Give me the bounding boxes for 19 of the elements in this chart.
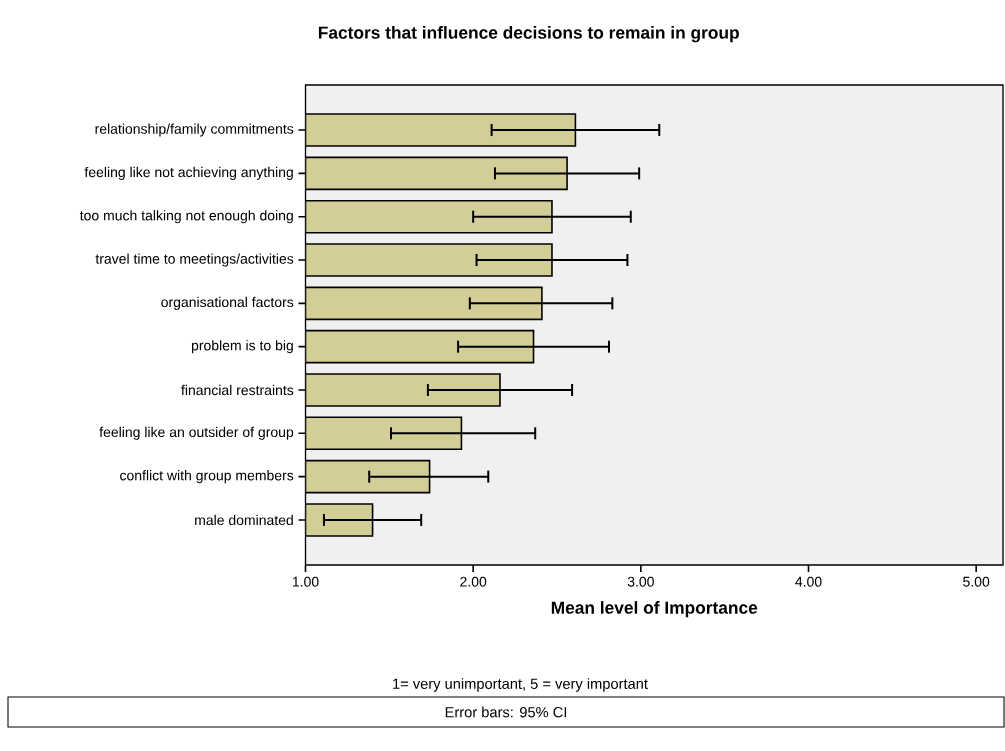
y-tick-label: travel time to meetings/activities	[95, 253, 294, 267]
x-tick-label: 4.00	[795, 576, 822, 587]
x-axis-title: Mean level of Importance	[551, 601, 758, 618]
x-tick-label: 1.00	[292, 576, 319, 587]
y-tick-label: feeling like an outsider of group	[99, 426, 294, 440]
x-tick-label: 2.00	[460, 576, 487, 587]
y-tick-label: conflict with group members	[120, 470, 294, 484]
y-tick-label: problem is to big	[191, 340, 293, 354]
y-tick-label: financial restraints	[181, 384, 294, 396]
x-tick-label: 5.00	[963, 576, 990, 587]
y-tick-label: feeling like not achieving anything	[84, 166, 293, 180]
y-tick-label: male dominated	[195, 514, 293, 526]
y-tick-label: too much talking not enough doing	[79, 210, 293, 224]
y-tick-label: relationship/family commitments	[95, 123, 294, 137]
chart-title: Factors that influence decisions to remain in group	[318, 26, 739, 43]
y-tick-label: organisational factors	[161, 296, 294, 310]
text: Error bars: 95% CI	[445, 706, 567, 718]
text: 1= very unimportant, 5 = very important	[393, 678, 648, 692]
x-tick-label: 3.00	[627, 576, 654, 587]
